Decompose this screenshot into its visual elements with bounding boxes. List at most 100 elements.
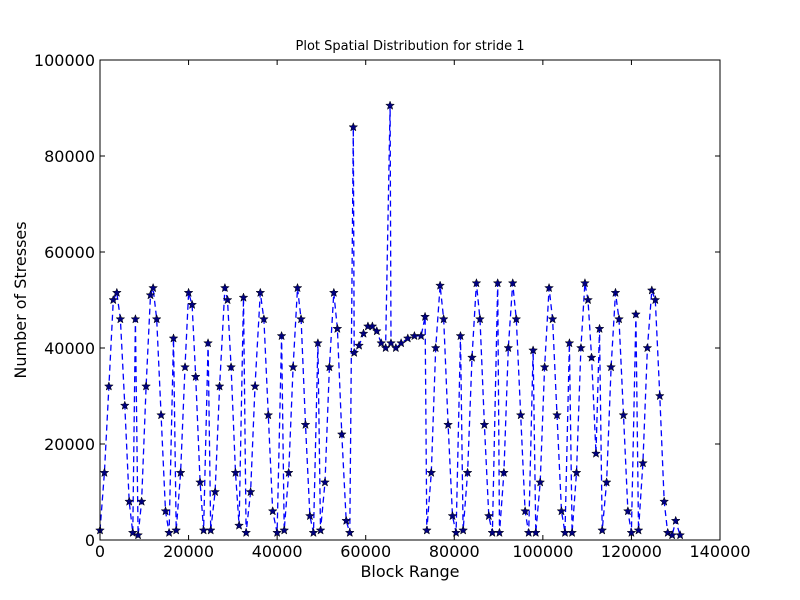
data-point (168, 333, 179, 343)
data-point (430, 342, 441, 353)
data-point (336, 429, 347, 439)
data-point (272, 527, 283, 538)
data-point (618, 409, 629, 420)
data-point (332, 323, 343, 334)
data-point (230, 467, 241, 478)
data-point (214, 381, 225, 391)
data-point (447, 510, 458, 521)
x-tick-label: 100000 (512, 542, 573, 561)
data-point (626, 527, 637, 538)
data-point (467, 352, 477, 362)
data-point (315, 525, 326, 535)
data-point (349, 347, 360, 358)
data-point (156, 409, 167, 420)
axis-ticks: 0 20000 40000 60000 80000 100000 120000 140000 0… (34, 51, 751, 561)
data-point (583, 294, 593, 305)
data-point (304, 510, 315, 521)
data-point (438, 313, 449, 324)
chart-title: Plot Spatial Distribution for stride 1 (296, 39, 525, 54)
data-point (637, 457, 648, 468)
data-point (136, 496, 147, 506)
data-point (151, 313, 162, 324)
y-tick-label: 0 (85, 531, 95, 550)
data-point (238, 292, 249, 302)
data-point (507, 277, 518, 288)
data-point (535, 477, 546, 487)
data-point (515, 409, 526, 420)
data-point (222, 294, 233, 305)
data-point (667, 529, 678, 540)
y-tick-label: 40000 (44, 339, 95, 358)
data-point (475, 313, 485, 324)
data-point (344, 527, 355, 538)
data-point (662, 527, 673, 538)
plot-area (95, 100, 686, 540)
data-point (646, 285, 657, 295)
data-point (348, 121, 359, 132)
data-point (471, 277, 482, 288)
data-point (245, 486, 256, 497)
data-point (226, 361, 237, 372)
data-point (675, 529, 686, 540)
x-tick-label: 0 (95, 542, 105, 561)
data-point (276, 330, 287, 341)
data-point (371, 325, 382, 336)
data-point (386, 337, 396, 348)
y-axis-label: Number of Stresses (11, 221, 30, 378)
data-point (530, 527, 541, 538)
data-point (160, 505, 171, 516)
data-point (451, 527, 462, 538)
data-point (250, 381, 260, 391)
data-point (654, 390, 665, 401)
data-point (462, 467, 473, 478)
data-point (115, 313, 126, 324)
data-point (564, 337, 575, 348)
data-point (133, 529, 144, 540)
data-point (539, 361, 550, 372)
data-point (320, 477, 330, 487)
data-point (416, 330, 427, 341)
data-point (547, 313, 558, 324)
data-point (130, 313, 141, 324)
data-point (494, 527, 505, 538)
data-point (341, 515, 352, 526)
x-tick-label: 40000 (252, 542, 303, 561)
data-point (324, 361, 335, 372)
data-point (292, 282, 303, 293)
data-point (544, 282, 555, 293)
data-point (575, 342, 586, 353)
plot-frame (99, 59, 721, 541)
data-point (164, 527, 175, 538)
data-point (435, 280, 446, 290)
data-point (622, 505, 633, 516)
data-point (203, 337, 214, 348)
data-point (111, 287, 122, 298)
data-point (556, 505, 567, 516)
data-point (219, 282, 230, 293)
data-point (479, 419, 490, 430)
x-tick-label: 140000 (689, 542, 750, 561)
data-point (99, 467, 110, 478)
data-point (650, 294, 661, 305)
data-point (567, 527, 578, 538)
data-point (511, 313, 522, 324)
data-point (458, 525, 469, 535)
data-point (103, 381, 114, 391)
data-point (396, 337, 407, 348)
data-point (190, 371, 201, 382)
data-point (279, 525, 290, 535)
data-point (183, 287, 194, 298)
x-tick-label: 20000 (163, 542, 214, 561)
data-point (108, 294, 119, 305)
data-point (670, 515, 681, 526)
data-point (455, 330, 466, 341)
data-point (255, 287, 266, 298)
data-point (503, 342, 514, 353)
data-point (124, 496, 135, 506)
data-point (148, 282, 159, 293)
data-point (187, 299, 198, 310)
data-point (308, 527, 319, 538)
data-point (328, 287, 339, 298)
x-tick-label: 120000 (601, 542, 662, 561)
